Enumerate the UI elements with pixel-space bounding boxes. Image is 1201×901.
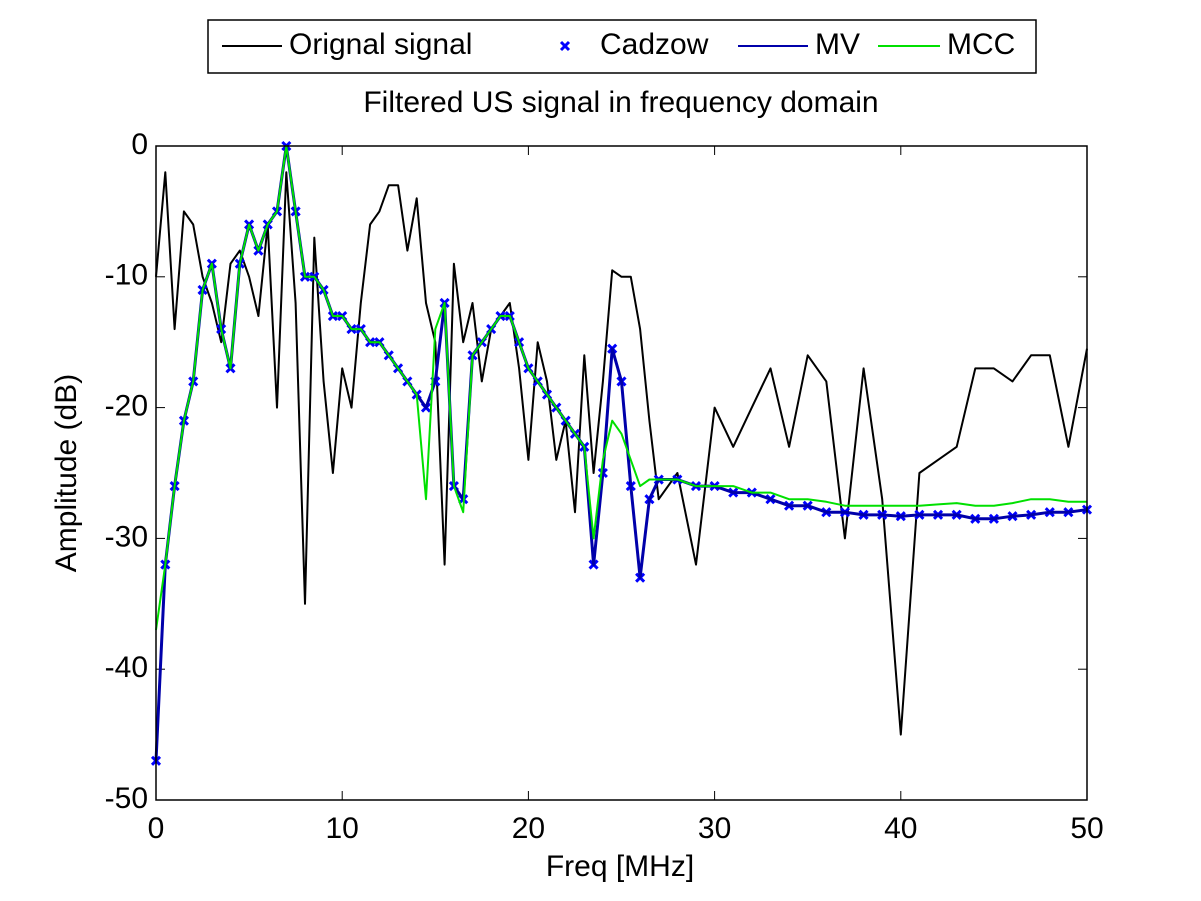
legend-label: Cadzow <box>600 28 709 61</box>
y-axis-label: Amplitude (dB) <box>50 374 83 572</box>
y-tick-label: 0 <box>131 128 148 161</box>
series-line <box>155 145 1087 631</box>
x-tick-label: 20 <box>512 812 545 845</box>
legend-label: MCC <box>947 28 1015 61</box>
y-tick-label: -20 <box>105 390 148 423</box>
x-tick-label: 30 <box>698 812 731 845</box>
x-tick-label: 50 <box>1070 812 1103 845</box>
legend-label: MV <box>815 28 860 61</box>
y-tick-label: -10 <box>105 259 148 292</box>
x-tick-label: 40 <box>884 812 917 845</box>
x-tick-label: 10 <box>326 812 359 845</box>
plot-frame <box>155 145 1088 801</box>
x-axis-label: Freq [MHz] <box>546 850 694 883</box>
chart-title: Filtered US signal in frequency domain <box>363 86 878 119</box>
y-tick-label: -40 <box>105 651 148 684</box>
x-tick-label: 0 <box>148 812 165 845</box>
legend-label: Orignal signal <box>289 28 472 61</box>
legend-marker <box>559 40 571 52</box>
y-tick-label: -30 <box>105 520 148 553</box>
y-tick-label: -50 <box>105 782 148 815</box>
